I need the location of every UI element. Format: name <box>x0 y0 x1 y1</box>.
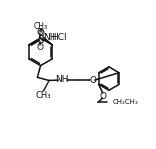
Text: NH: NH <box>43 33 56 42</box>
Text: NH: NH <box>55 75 69 84</box>
Text: O: O <box>37 29 44 38</box>
Text: CH₂CH₃: CH₂CH₃ <box>113 99 138 105</box>
Text: CH₃: CH₃ <box>35 91 51 100</box>
Text: S: S <box>37 35 44 45</box>
Text: CH₃: CH₃ <box>34 22 48 31</box>
Text: O: O <box>37 28 44 37</box>
Text: HCl: HCl <box>51 33 67 42</box>
Text: O: O <box>89 76 96 85</box>
Polygon shape <box>43 80 50 91</box>
Text: O: O <box>37 43 44 52</box>
Text: O: O <box>99 92 106 101</box>
